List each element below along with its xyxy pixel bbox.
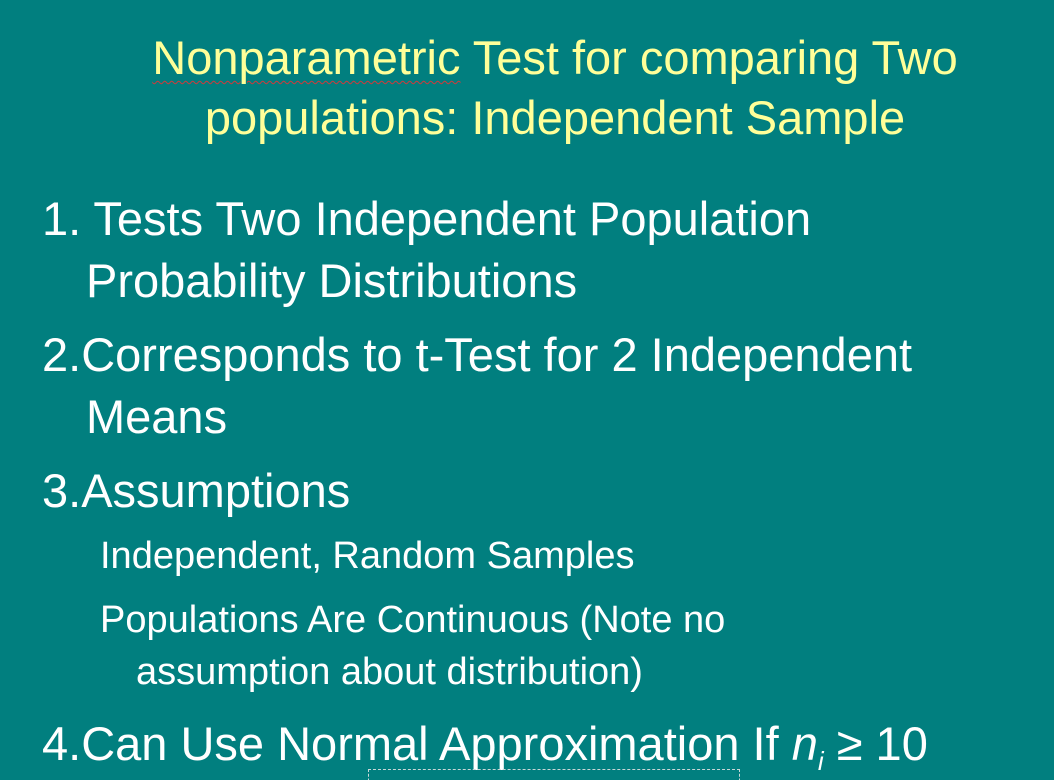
- bullet-item-3-line-1: 3.Assumptions: [42, 464, 351, 517]
- bullet-item-1: 1. Tests Two Independent Population Prob…: [42, 188, 811, 312]
- title-line-1: Nonparametric Test for comparing Two: [60, 28, 1050, 88]
- bullet-item-2: 2.Corresponds to t-Test for 2 Independen…: [42, 324, 912, 448]
- variable-n: n: [791, 717, 818, 770]
- bullet-item-2-line-1: 2.Corresponds to t-Test for 2 Independen…: [42, 328, 913, 381]
- bullet-item-1-line-1: 1. Tests Two Independent Population: [42, 192, 812, 245]
- slide-title: Nonparametric Test for comparing Two pop…: [60, 28, 1050, 148]
- spellcheck-word: Nonparametric: [152, 31, 461, 84]
- sub-item-1-line-1: Independent, Random Samples: [100, 535, 635, 577]
- sub-item-2: Populations Are Continuous (Note no assu…: [100, 594, 725, 698]
- title-line-1-rest: Test for comparing Two: [460, 31, 958, 84]
- relation-text: ≥ 10: [823, 717, 928, 770]
- sub-item-2-line-1: Populations Are Continuous (Note no: [100, 599, 726, 641]
- sub-item-2-line-2: assumption about distribution): [136, 651, 643, 693]
- bullet-item-1-line-2: Probability Distributions: [86, 254, 578, 307]
- variable-subscript: i: [817, 746, 824, 776]
- bullet-item-4-text: 4.Can Use Normal Approximation If: [42, 717, 792, 770]
- title-line-2: populations: Independent Sample: [204, 91, 906, 144]
- placeholder-box[interactable]: [368, 769, 740, 780]
- bullet-item-4: 4.Can Use Normal Approximation If ni ≥ 1…: [42, 713, 928, 780]
- bullet-item-2-line-2: Means: [86, 390, 228, 443]
- sub-item-1: Independent, Random Samples: [100, 530, 634, 582]
- bullet-item-3: 3.Assumptions: [42, 460, 350, 522]
